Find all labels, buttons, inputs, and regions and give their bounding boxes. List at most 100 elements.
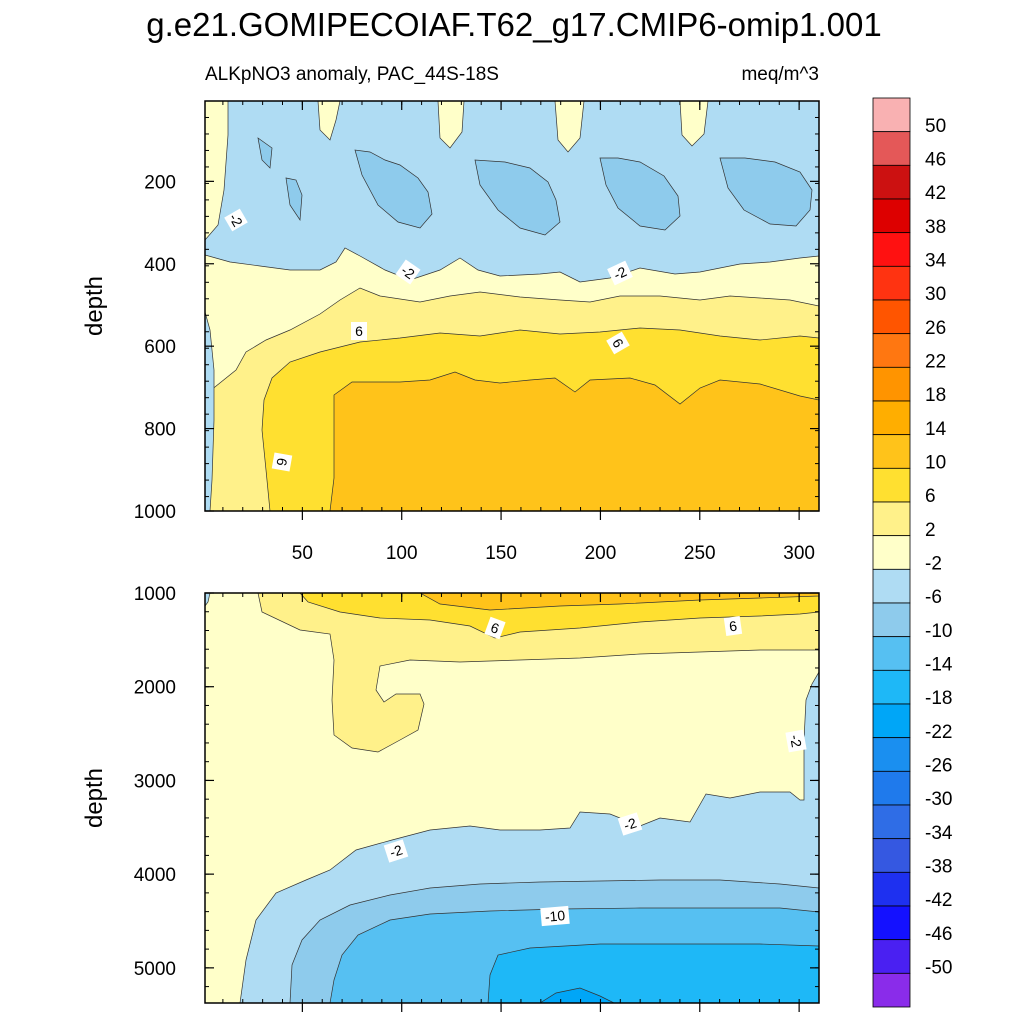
colorbar-level-label: 30 [925,284,946,305]
colorbar-level-label: -46 [925,924,952,945]
lower-contour-label: -10 [544,907,566,925]
lower-band-neg14 [487,943,819,1003]
y-tick-label: 5000 [134,959,176,980]
colorbar-swatch [872,602,911,638]
upper-y-ticks: 200 400 600 800 1000 [134,100,819,523]
x-tick-label: 50 [292,543,313,564]
upper-plot-frame [204,100,820,512]
colorbar-level-label: -2 [925,554,942,575]
colorbar-swatch [872,770,911,806]
upper-band-neg6 [257,137,813,236]
colorbar-swatch [872,501,911,537]
colorbar-level-label: 26 [925,318,946,339]
colorbar-swatch [872,535,911,570]
colorbar-level-label: -50 [925,958,952,979]
colorbar-swatch [872,434,911,469]
colorbar-swatch [872,366,911,402]
colorbar-swatch [872,703,911,739]
colorbar-swatch [872,838,911,873]
colorbar-swatch [872,164,911,200]
colorbar-swatch [872,972,911,1008]
chart-title: g.e21.GOMIPECOIAF.T62_g17.CMIP6-omip1.00… [146,6,882,43]
upper-contour-label: 6 [355,323,363,339]
x-tick-label: 250 [684,543,716,564]
lower-band-6 [299,593,819,639]
lower-band-2 [257,593,819,753]
y-tick-label: 2000 [134,678,176,699]
upper-panel: 200 400 600 800 1000 50 100 150 200 250 300 depth… [81,100,820,564]
colorbar-level-label: -10 [925,621,952,642]
colorbar-swatch [872,265,911,301]
upper-band-yellow-valley [317,101,709,153]
colorbar-level-label: 38 [925,217,946,238]
colorbar-level-label: 2 [925,520,936,541]
colorbar-level-label: 6 [925,486,936,507]
lower-x-ticks [222,593,820,1012]
lower-contour-label: -2 [388,841,405,860]
x-tick-label: 100 [386,543,418,564]
colorbar-swatch [872,737,911,772]
colorbar-level-label: 22 [925,352,946,373]
colorbar-swatch [872,939,911,974]
lower-plot-frame [204,592,820,1004]
lower-panel: 1000 2000 3000 4000 5000 depth 6 6 -2 -2 -2 … [81,584,820,1012]
colorbar-swatch [872,804,911,840]
upper-band-10 [329,371,819,511]
y-tick-label: 400 [144,255,176,276]
colorbar-level-label: 18 [925,385,946,406]
y-tick-label: 3000 [134,771,176,792]
lower-y-axis-label: depth [81,768,108,828]
colorbar-level-label: 46 [925,150,946,171]
y-tick-label: 1000 [134,502,176,523]
y-tick-label: 800 [144,420,176,441]
upper-x-ticks: 50 100 150 200 250 300 [222,101,820,564]
colorbar-swatch [872,198,911,234]
colorbar-level-label: 42 [925,183,946,204]
colorbar-level-label: -38 [925,857,952,878]
colorbar-level-label: 14 [925,419,947,440]
y-tick-label: 600 [144,337,176,358]
upper-y-axis-label: depth [81,276,108,336]
colorbar-swatch [872,467,911,503]
colorbar-level-label: -18 [925,688,952,709]
lower-contour-labels: 6 6 -2 -2 -2 -10 [383,615,807,927]
colorbar-labels: 50 46 42 38 34 30 26 22 18 14 10 6 2 -2 -6 -10 -14 -18 -22… [925,116,953,979]
upper-contour-labels: -2 -2 -2 6 6 6 [224,208,633,472]
x-tick-label: 300 [783,543,815,564]
colorbar-swatch [872,636,911,671]
colorbar-level-label: -26 [925,756,952,777]
colorbar-swatch [872,333,911,368]
y-tick-label: 1000 [134,584,176,605]
colorbar: 50 46 42 38 34 30 26 22 18 14 10 6 2 -2 -6 -10 -14 -18 -22… [872,97,953,1008]
y-tick-label: 4000 [134,865,176,886]
subtitle-left: ALKpNO3 anomaly, PAC_44S-18S [205,64,499,85]
colorbar-swatches [872,97,911,1008]
colorbar-swatch [872,299,911,335]
colorbar-swatch [872,400,911,436]
colorbar-level-label: -42 [925,890,952,911]
lower-contour-label: -2 [787,733,805,748]
lower-band-neg2-corner [205,593,211,607]
colorbar-swatch [872,905,911,941]
colorbar-swatch [872,669,911,705]
colorbar-level-label: 34 [925,251,947,272]
colorbar-swatch [872,97,911,133]
lower-band-neg18 [539,987,615,1003]
lower-band-10 [419,593,819,611]
x-tick-label: 200 [585,543,617,564]
colorbar-level-label: -30 [925,789,952,810]
lower-y-ticks: 1000 2000 3000 4000 5000 [134,584,819,988]
colorbar-level-label: 50 [925,116,946,137]
colorbar-level-label: -22 [925,722,952,743]
y-tick-label: 200 [144,172,176,193]
x-tick-label: 150 [485,543,517,564]
colorbar-level-label: -14 [925,655,953,676]
upper-band-neg2-leftedge [205,311,215,511]
colorbar-level-label: -6 [925,587,942,608]
colorbar-swatch [872,568,911,604]
colorbar-swatch [872,232,911,267]
colorbar-swatch [872,871,911,907]
subtitle-right: meq/m^3 [741,64,819,85]
lower-contour-label: 6 [728,618,738,635]
